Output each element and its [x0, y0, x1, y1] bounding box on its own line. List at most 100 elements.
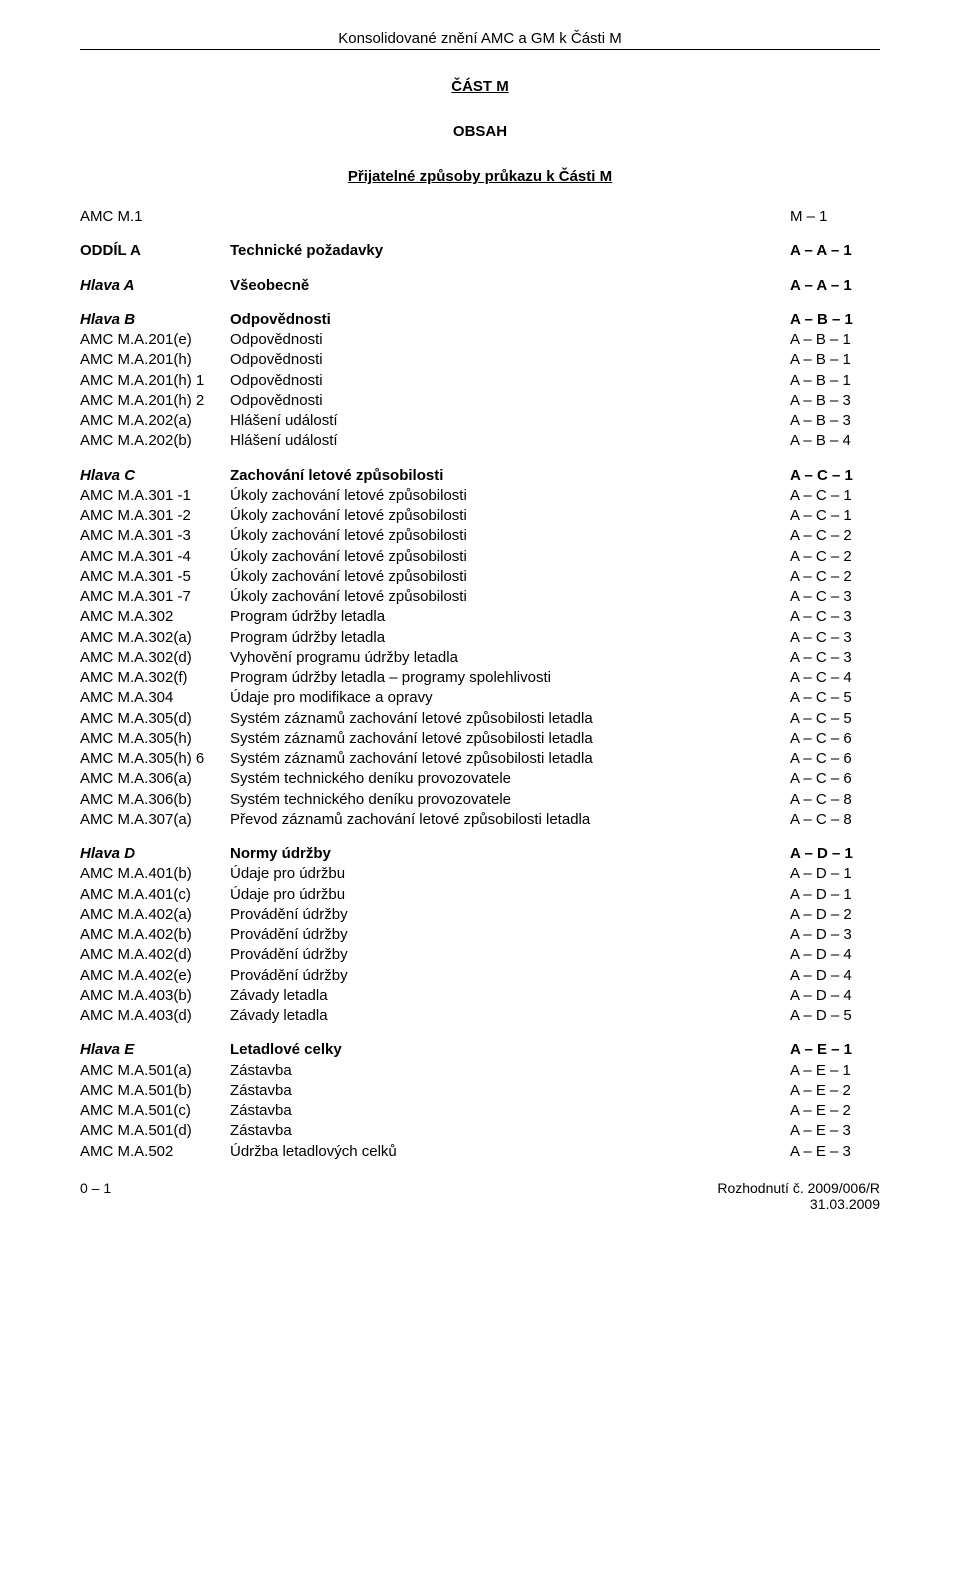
toc-row: AMC M.A.305(d)Systém záznamů zachování l…: [80, 709, 880, 729]
toc-page: A – D – 1: [790, 844, 880, 864]
toc-page: A – C – 2: [790, 547, 880, 567]
toc-page: A – D – 3: [790, 925, 880, 945]
toc-code: ODDÍL A: [80, 241, 230, 261]
toc-desc: Program údržby letadla – programy spoleh…: [230, 668, 790, 688]
toc-desc: Údržba letadlových celků: [230, 1142, 790, 1162]
toc-page: A – D – 1: [790, 885, 880, 905]
toc-desc: Odpovědnosti: [230, 350, 790, 370]
toc-row: AMC M.A.402(d)Provádění údržbyA – D – 4: [80, 945, 880, 965]
toc-desc: Převod záznamů zachování letové způsobil…: [230, 810, 790, 830]
toc-code: AMC M.A.402(b): [80, 925, 230, 945]
toc-page: A – B – 4: [790, 431, 880, 451]
toc-code: AMC M.A.301 -1: [80, 486, 230, 506]
footer-right: Rozhodnutí č. 2009/006/R 31.03.2009: [717, 1180, 880, 1212]
toc-row: AMC M.A.301 -7Úkoly zachování letové způ…: [80, 587, 880, 607]
toc-row: AMC M.A.403(d)Závady letadlaA – D – 5: [80, 1006, 880, 1026]
toc-code: AMC M.A.301 -2: [80, 506, 230, 526]
toc-page: A – C – 2: [790, 526, 880, 546]
toc-row: AMC M.A.202(b)Hlášení událostíA – B – 4: [80, 431, 880, 451]
toc-page: A – B – 1: [790, 371, 880, 391]
subtitle: Přijatelné způsoby průkazu k Části M: [80, 168, 880, 185]
toc-desc: Údaje pro údržbu: [230, 864, 790, 884]
toc-row: Hlava BOdpovědnostiA – B – 1: [80, 310, 880, 330]
toc-desc: Provádění údržby: [230, 925, 790, 945]
toc-row: AMC M.A.304Údaje pro modifikace a opravy…: [80, 688, 880, 708]
toc-page: A – B – 1: [790, 350, 880, 370]
toc-code: AMC M.A.201(h) 2: [80, 391, 230, 411]
toc-row: AMC M.A.302(a)Program údržby letadlaA – …: [80, 628, 880, 648]
toc-page: A – B – 3: [790, 391, 880, 411]
table-of-contents: AMC M.1M – 1ODDÍL ATechnické požadavkyA …: [80, 207, 880, 1162]
toc-desc: Údaje pro údržbu: [230, 885, 790, 905]
toc-code: Hlava C: [80, 466, 230, 486]
toc-desc: Vyhovění programu údržby letadla: [230, 648, 790, 668]
toc-code: Hlava E: [80, 1040, 230, 1060]
toc-row: AMC M.A.501(d)ZástavbaA – E – 3: [80, 1121, 880, 1141]
section-gap: [80, 830, 880, 844]
toc-desc: Úkoly zachování letové způsobilosti: [230, 486, 790, 506]
toc-row: AMC M.A.402(e)Provádění údržbyA – D – 4: [80, 966, 880, 986]
toc-row: Hlava CZachování letové způsobilostiA – …: [80, 466, 880, 486]
toc-row: AMC M.A.305(h)Systém záznamů zachování l…: [80, 729, 880, 749]
toc-row: AMC M.A.502Údržba letadlových celkůA – E…: [80, 1142, 880, 1162]
toc-code: AMC M.A.201(h): [80, 350, 230, 370]
toc-code: AMC M.A.403(d): [80, 1006, 230, 1026]
toc-code: AMC M.A.401(c): [80, 885, 230, 905]
toc-desc: Údaje pro modifikace a opravy: [230, 688, 790, 708]
toc-desc: Odpovědnosti: [230, 310, 790, 330]
toc-page: A – B – 1: [790, 310, 880, 330]
toc-desc: Odpovědnosti: [230, 330, 790, 350]
toc-code: AMC M.A.307(a): [80, 810, 230, 830]
toc-row: AMC M.A.402(a)Provádění údržbyA – D – 2: [80, 905, 880, 925]
toc-page: A – E – 3: [790, 1142, 880, 1162]
toc-row: AMC M.A.403(b)Závady letadlaA – D – 4: [80, 986, 880, 1006]
toc-row: AMC M.A.302(f)Program údržby letadla – p…: [80, 668, 880, 688]
toc-code: AMC M.A.302(d): [80, 648, 230, 668]
toc-row: AMC M.A.501(c)ZástavbaA – E – 2: [80, 1101, 880, 1121]
toc-code: AMC M.A.306(b): [80, 790, 230, 810]
toc-code: AMC M.A.301 -3: [80, 526, 230, 546]
footer-date: 31.03.2009: [717, 1196, 880, 1212]
toc-code: AMC M.A.202(a): [80, 411, 230, 431]
toc-desc: Všeobecně: [230, 276, 790, 296]
toc-desc: Hlášení událostí: [230, 431, 790, 451]
toc-desc: Úkoly zachování letové způsobilosti: [230, 587, 790, 607]
toc-desc: Provádění údržby: [230, 945, 790, 965]
toc-page: A – D – 5: [790, 1006, 880, 1026]
toc-page: A – C – 1: [790, 486, 880, 506]
obsah-label: OBSAH: [80, 123, 880, 140]
toc-desc: Závady letadla: [230, 1006, 790, 1026]
toc-desc: Program údržby letadla: [230, 607, 790, 627]
toc-desc: Úkoly zachování letové způsobilosti: [230, 547, 790, 567]
footer-decision: Rozhodnutí č. 2009/006/R: [717, 1180, 880, 1196]
toc-page: A – C – 6: [790, 749, 880, 769]
toc-code: AMC M.A.305(h): [80, 729, 230, 749]
toc-row: AMC M.A.202(a)Hlášení událostíA – B – 3: [80, 411, 880, 431]
toc-page: A – E – 3: [790, 1121, 880, 1141]
toc-desc: Odpovědnosti: [230, 391, 790, 411]
toc-desc: Zástavba: [230, 1101, 790, 1121]
toc-page: A – D – 4: [790, 945, 880, 965]
toc-code: AMC M.A.501(a): [80, 1061, 230, 1081]
toc-code: AMC M.A.302(a): [80, 628, 230, 648]
toc-page: A – C – 3: [790, 587, 880, 607]
toc-row: AMC M.A.401(b)Údaje pro údržbuA – D – 1: [80, 864, 880, 884]
toc-page: A – C – 5: [790, 709, 880, 729]
toc-page: M – 1: [790, 207, 880, 227]
toc-code: AMC M.A.305(h) 6: [80, 749, 230, 769]
toc-row: AMC M.A.201(h) 1OdpovědnostiA – B – 1: [80, 371, 880, 391]
toc-page: A – E – 1: [790, 1061, 880, 1081]
toc-desc: Letadlové celky: [230, 1040, 790, 1060]
toc-page: A – E – 2: [790, 1081, 880, 1101]
toc-row: AMC M.A.501(b)ZástavbaA – E – 2: [80, 1081, 880, 1101]
toc-row: AMC M.1M – 1: [80, 207, 880, 227]
toc-row: Hlava DNormy údržbyA – D – 1: [80, 844, 880, 864]
toc-desc: Zástavba: [230, 1061, 790, 1081]
toc-row: AMC M.A.301 -4Úkoly zachování letové způ…: [80, 547, 880, 567]
toc-desc: Zástavba: [230, 1081, 790, 1101]
toc-code: Hlava D: [80, 844, 230, 864]
toc-code: AMC M.A.201(e): [80, 330, 230, 350]
toc-desc: Program údržby letadla: [230, 628, 790, 648]
toc-row: AMC M.A.402(b)Provádění údržbyA – D – 3: [80, 925, 880, 945]
toc-row: AMC M.A.401(c)Údaje pro údržbuA – D – 1: [80, 885, 880, 905]
